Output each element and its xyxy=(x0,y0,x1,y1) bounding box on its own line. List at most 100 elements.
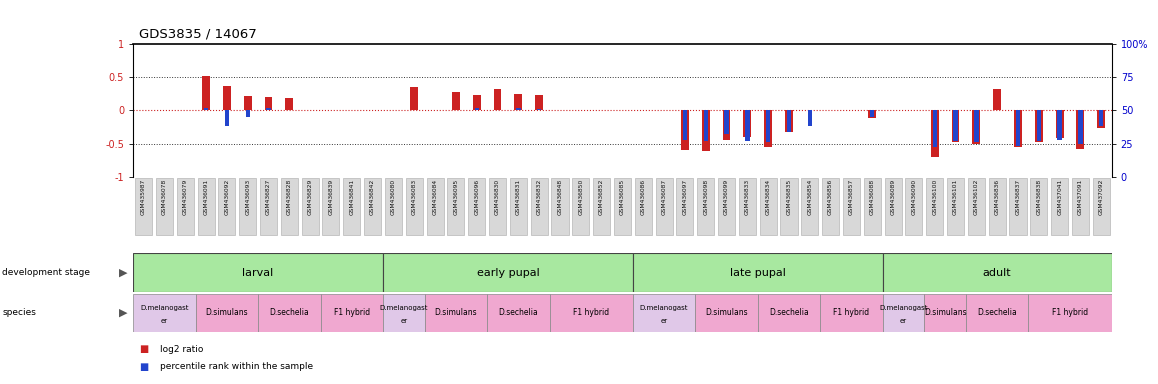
Bar xyxy=(258,294,321,332)
Bar xyxy=(425,294,488,332)
Text: GSM436827: GSM436827 xyxy=(266,179,271,215)
Bar xyxy=(550,294,632,332)
Bar xyxy=(765,111,770,142)
FancyBboxPatch shape xyxy=(364,178,381,235)
FancyBboxPatch shape xyxy=(593,178,610,235)
FancyBboxPatch shape xyxy=(989,178,1005,235)
Text: GSM436093: GSM436093 xyxy=(245,179,250,215)
Text: er: er xyxy=(401,318,408,324)
Bar xyxy=(383,294,425,332)
Text: GSM436835: GSM436835 xyxy=(786,179,791,215)
FancyBboxPatch shape xyxy=(156,178,173,235)
Text: D.simulans: D.simulans xyxy=(924,308,967,318)
FancyBboxPatch shape xyxy=(676,178,694,235)
Text: GSM436089: GSM436089 xyxy=(891,179,895,215)
Bar xyxy=(245,111,250,117)
Bar xyxy=(514,94,522,111)
FancyBboxPatch shape xyxy=(739,178,756,235)
Text: GSM436088: GSM436088 xyxy=(870,179,874,215)
Bar xyxy=(1035,111,1042,142)
Bar xyxy=(952,111,960,142)
Bar xyxy=(472,95,481,111)
Text: GSM436834: GSM436834 xyxy=(765,179,771,215)
Text: GSM436095: GSM436095 xyxy=(454,179,459,215)
Text: D.melanogast: D.melanogast xyxy=(140,305,189,311)
Text: er: er xyxy=(161,318,168,324)
Text: GSM436854: GSM436854 xyxy=(807,179,812,215)
Bar xyxy=(452,92,460,111)
Text: GSM436087: GSM436087 xyxy=(661,179,667,215)
Bar xyxy=(870,111,874,117)
Bar xyxy=(632,294,695,332)
Text: GSM436830: GSM436830 xyxy=(494,179,500,215)
FancyBboxPatch shape xyxy=(968,178,985,235)
Bar xyxy=(222,86,230,111)
Text: GSM436099: GSM436099 xyxy=(724,179,730,215)
Text: GSM436101: GSM436101 xyxy=(953,179,958,215)
Bar xyxy=(745,111,749,141)
Text: GSM436833: GSM436833 xyxy=(745,179,750,215)
FancyBboxPatch shape xyxy=(259,178,277,235)
Text: F1 hybrid: F1 hybrid xyxy=(334,308,369,318)
Bar xyxy=(264,97,272,111)
Text: GSM436096: GSM436096 xyxy=(474,179,479,215)
FancyBboxPatch shape xyxy=(780,178,798,235)
Text: GSM436836: GSM436836 xyxy=(995,179,999,215)
Bar xyxy=(1014,111,1023,147)
Bar xyxy=(702,111,710,151)
Bar xyxy=(786,111,791,132)
Bar xyxy=(953,111,958,141)
Text: GSM436832: GSM436832 xyxy=(536,179,542,215)
Text: GSM436084: GSM436084 xyxy=(433,179,438,215)
Text: ▶: ▶ xyxy=(119,268,127,278)
Bar xyxy=(488,294,550,332)
Bar xyxy=(974,111,979,142)
Bar xyxy=(882,253,1112,292)
Bar xyxy=(1099,111,1104,126)
FancyBboxPatch shape xyxy=(198,178,214,235)
Text: GSM436100: GSM436100 xyxy=(932,179,937,215)
FancyBboxPatch shape xyxy=(614,178,631,235)
Bar xyxy=(321,294,383,332)
Bar xyxy=(535,95,543,111)
Bar xyxy=(681,111,689,150)
Text: larval: larval xyxy=(242,268,273,278)
Bar xyxy=(973,111,981,144)
FancyBboxPatch shape xyxy=(926,178,944,235)
Text: D.melanogast: D.melanogast xyxy=(640,305,688,311)
Text: D.simulans: D.simulans xyxy=(205,308,248,318)
Bar xyxy=(383,253,632,292)
Bar xyxy=(924,294,966,332)
Text: late pupal: late pupal xyxy=(730,268,785,278)
Text: GSM436841: GSM436841 xyxy=(350,179,354,215)
Text: D.sechelia: D.sechelia xyxy=(498,308,538,318)
Text: early pupal: early pupal xyxy=(477,268,540,278)
Bar xyxy=(285,98,293,111)
Bar xyxy=(1078,111,1083,144)
FancyBboxPatch shape xyxy=(426,178,444,235)
Bar xyxy=(632,253,882,292)
Text: GSM436102: GSM436102 xyxy=(974,179,979,215)
FancyBboxPatch shape xyxy=(384,178,402,235)
FancyBboxPatch shape xyxy=(1010,178,1026,235)
Text: GSM436098: GSM436098 xyxy=(703,179,709,215)
Text: GSM436083: GSM436083 xyxy=(412,179,417,215)
Text: GSM436831: GSM436831 xyxy=(515,179,521,215)
Bar xyxy=(931,111,939,157)
Text: GSM437091: GSM437091 xyxy=(1078,179,1083,215)
Text: GSM436829: GSM436829 xyxy=(308,179,313,215)
FancyBboxPatch shape xyxy=(947,178,965,235)
FancyBboxPatch shape xyxy=(864,178,881,235)
FancyBboxPatch shape xyxy=(530,178,548,235)
Text: D.simulans: D.simulans xyxy=(705,308,748,318)
Bar xyxy=(994,89,1002,111)
Text: GSM435987: GSM435987 xyxy=(141,179,146,215)
FancyBboxPatch shape xyxy=(1051,178,1068,235)
Text: GSM436828: GSM436828 xyxy=(287,179,292,215)
FancyBboxPatch shape xyxy=(343,178,360,235)
FancyBboxPatch shape xyxy=(510,178,527,235)
Bar xyxy=(516,108,520,111)
FancyBboxPatch shape xyxy=(801,178,819,235)
Text: GSM436080: GSM436080 xyxy=(391,179,396,215)
Text: D.sechelia: D.sechelia xyxy=(270,308,309,318)
